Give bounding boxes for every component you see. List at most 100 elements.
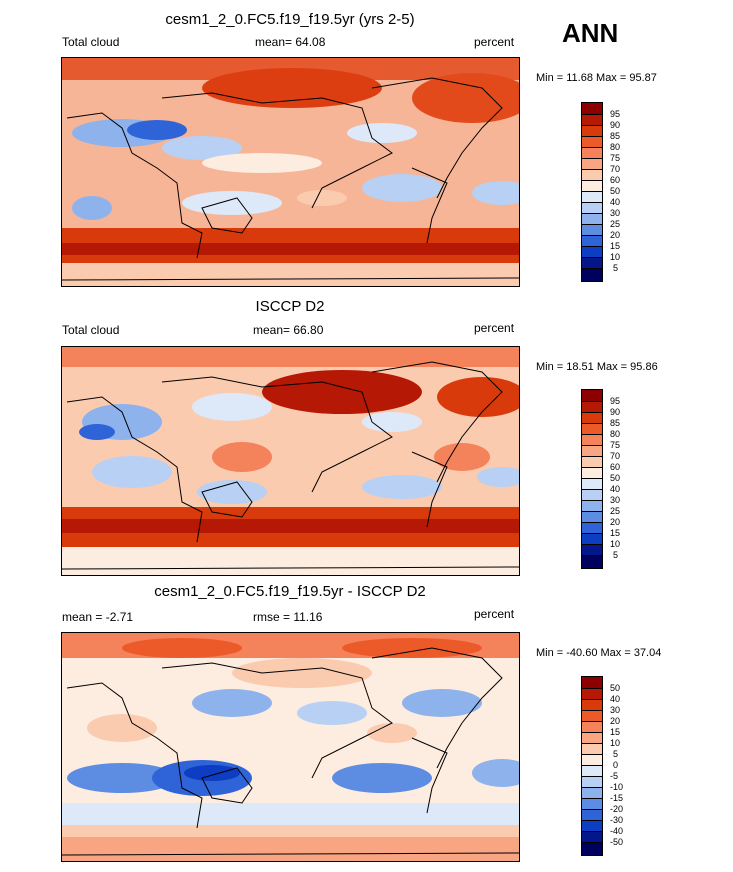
panel1-colorbar-label: 50 (610, 186, 621, 196)
panel2-units-label: percent (474, 321, 515, 335)
panel2-colorbar-label: 5 (613, 550, 619, 560)
panel1-colorbar-box (582, 203, 602, 214)
panel2-colorbar-box (582, 413, 602, 424)
panel1-colorbar-label: 60 (610, 175, 621, 185)
panel2-colorbar-label: 75 (610, 440, 621, 450)
season-label: ANN (562, 18, 619, 48)
panel3-colorbar-box (582, 821, 602, 832)
panel2-colorbar-box (582, 390, 602, 402)
panel2-variable-label: Total cloud (62, 323, 120, 337)
panel1-minmax: Min = 11.68 Max = 95.87 (536, 72, 657, 84)
panel3-units-label: percent (474, 607, 515, 621)
panel1-colorbar-label: 5 (613, 263, 619, 273)
panel1-title: cesm1_2_0.FC5.f19_f19.5yr (yrs 2-5) (165, 11, 415, 28)
panel2-colorbar-label: 90 (610, 407, 621, 417)
panel2-colorbar-box (582, 556, 602, 568)
panel1-colorbar-box (582, 181, 602, 192)
panel1-colorbar-box (582, 236, 602, 247)
panel2-colorbar-box (582, 534, 602, 545)
panel3-colorbar-label: 40 (610, 694, 621, 704)
panel1-variable-label: Total cloud (62, 35, 120, 49)
panel1-colorbar-box (582, 247, 602, 258)
panel2-colorbar-box (582, 501, 602, 512)
panel2-colorbar-label: 80 (610, 429, 621, 439)
panel2-colorbar-box (582, 435, 602, 446)
panel2-colorbar-box (582, 424, 602, 435)
panel3-colorbar-label: 50 (610, 683, 621, 693)
panel3-colorbar-box (582, 799, 602, 810)
panel2-colorbar-box (582, 468, 602, 479)
panel1-colorbar-box (582, 137, 602, 148)
panel1-colorbar-label: 15 (610, 241, 621, 251)
panel1-colorbar-label: 30 (610, 208, 621, 218)
panel2-colorbar (581, 389, 603, 569)
panel1-colorbar-label: 20 (610, 230, 621, 240)
panel2-colorbar-box (582, 512, 602, 523)
panel2-colorbar-label: 60 (610, 462, 621, 472)
panel3-colorbar-label: -10 (610, 782, 624, 792)
panel1-colorbar-label: 40 (610, 197, 621, 207)
panel3-colorbar-box (582, 810, 602, 821)
panel2-colorbar-box (582, 479, 602, 490)
panel3-colorbar-label: 30 (610, 705, 621, 715)
panel2-colorbar-box (582, 523, 602, 534)
panel3-colorbar-label: -5 (610, 771, 619, 781)
panel2-colorbar-label: 30 (610, 495, 621, 505)
panel2-colorbar-label: 50 (610, 473, 621, 483)
panel1-colorbar-box (582, 192, 602, 203)
panel2-colorbar-box (582, 545, 602, 556)
panel3-colorbar-label: 15 (610, 727, 621, 737)
panel2-colorbar-label: 10 (610, 539, 621, 549)
panel1-colorbar-label: 90 (610, 120, 621, 130)
panel1-colorbar-label: 70 (610, 164, 621, 174)
panel1-colorbar-box (582, 170, 602, 181)
panel3-colorbar-box (582, 744, 602, 755)
panel1-units-label: percent (474, 35, 515, 49)
panel2-colorbar-box (582, 490, 602, 501)
panel3-colorbar-box (582, 843, 602, 855)
panel2-colorbar-box (582, 446, 602, 457)
panel3-colorbar-label: 20 (610, 716, 621, 726)
panel2-map (61, 346, 520, 576)
panel3-map (61, 632, 520, 862)
panel3-mean-label: mean = -2.71 (62, 610, 134, 624)
panel2-colorbar-box (582, 402, 602, 413)
panel1-colorbar (581, 102, 603, 282)
panel2-minmax: Min = 18.51 Max = 95.86 (536, 361, 658, 373)
panel1-colorbar-label: 75 (610, 153, 621, 163)
panel2-colorbar-label: 85 (610, 418, 621, 428)
panel2-colorbar-label: 15 (610, 528, 621, 538)
panel1-colorbar-box (582, 115, 602, 126)
panel3-colorbar-label: -40 (610, 826, 624, 836)
panel3-colorbar-box (582, 711, 602, 722)
panel1-colorbar-label: 95 (610, 109, 621, 119)
panel3-colorbar-label: -15 (610, 793, 624, 803)
panel3-colorbar-box (582, 755, 602, 766)
panel3-colorbar-label: -50 (610, 837, 624, 847)
panel3-colorbar-label: 10 (610, 738, 621, 748)
panel1-colorbar-box (582, 126, 602, 137)
panel3-colorbar-box (582, 677, 602, 689)
panel3-colorbar-box (582, 766, 602, 777)
panel1-colorbar-label: 85 (610, 131, 621, 141)
panel3-colorbar-box (582, 788, 602, 799)
panel3-colorbar-box (582, 777, 602, 788)
panel2-colorbar-label: 25 (610, 506, 621, 516)
panel2-colorbar-label: 70 (610, 451, 621, 461)
panel3-colorbar-box (582, 689, 602, 700)
panel1-colorbar-box (582, 225, 602, 236)
panel2-title: ISCCP D2 (255, 298, 325, 315)
panel1-mean-label: mean= 64.08 (255, 35, 326, 49)
panel3-colorbar-box (582, 722, 602, 733)
panel1-colorbar-box (582, 258, 602, 269)
panel3-colorbar-box (582, 733, 602, 744)
panel2-mean-label: mean= 66.80 (253, 323, 324, 337)
panel3-rmse-label: rmse = 11.16 (253, 610, 323, 624)
panel1-colorbar-box (582, 269, 602, 281)
panel1-colorbar-label: 80 (610, 142, 621, 152)
panel1-colorbar-label: 25 (610, 219, 621, 229)
panel3-title: cesm1_2_0.FC5.f19_f19.5yr - ISCCP D2 (154, 583, 426, 600)
panel3-colorbar-box (582, 832, 602, 843)
panel3-colorbar-label: -20 (610, 804, 624, 814)
panel2-colorbar-label: 40 (610, 484, 621, 494)
